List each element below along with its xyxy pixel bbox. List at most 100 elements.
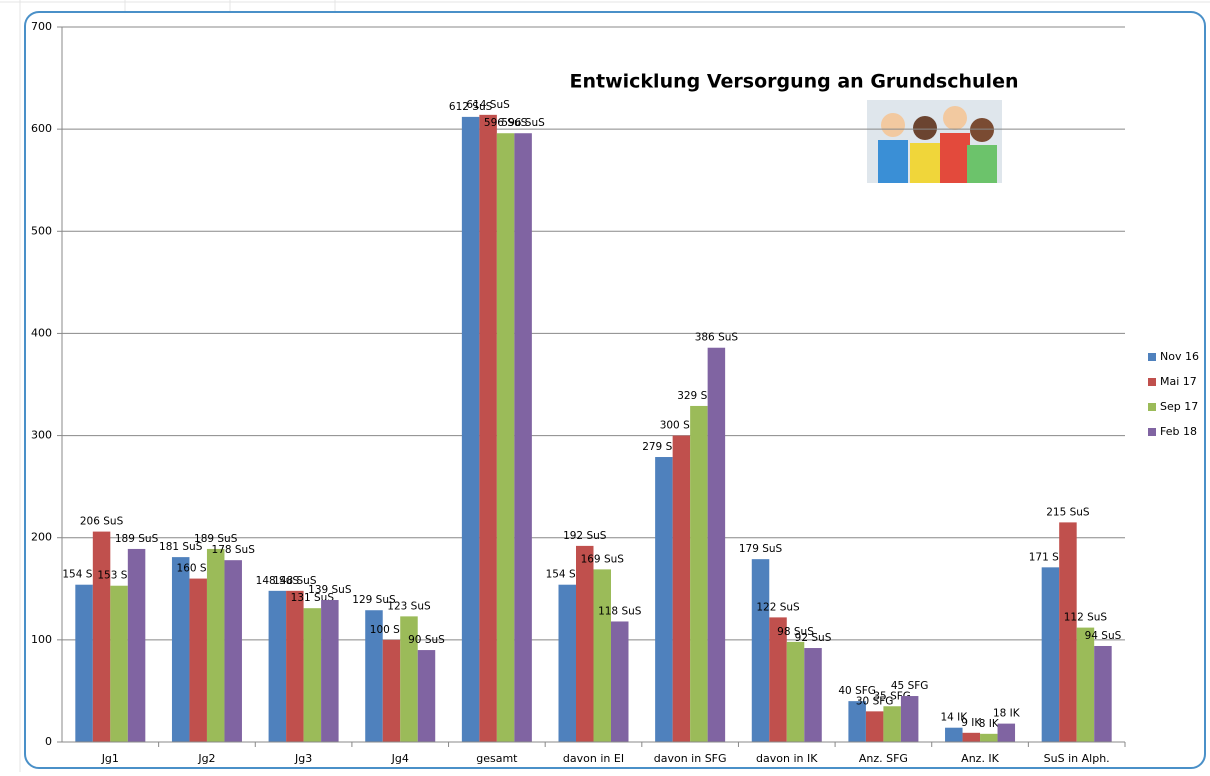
value-label: 112 SuS (1064, 612, 1108, 624)
value-label: 178 SuS (212, 544, 256, 556)
bar (514, 133, 532, 742)
x-tick-label: gesamt (476, 752, 518, 765)
x-tick-label: Jg2 (197, 752, 215, 765)
x-tick-label: SuS in Alph. (1044, 752, 1110, 765)
legend-label: Feb 18 (1160, 425, 1197, 438)
bar (127, 548, 146, 742)
bar (189, 578, 207, 742)
value-label: 98 SuS (777, 626, 814, 638)
x-tick-label: davon in SFG (654, 752, 727, 765)
bar (365, 610, 383, 742)
value-label: 118 SuS (598, 605, 642, 617)
bar (479, 114, 497, 743)
y-tick-label: 300 (31, 429, 52, 442)
value-label: 181 SuS (159, 541, 203, 553)
value-label: 612 SuS (449, 101, 493, 113)
bar (1076, 627, 1095, 742)
bar (769, 617, 787, 742)
bar (690, 405, 708, 742)
bar (303, 608, 322, 742)
value-label: 179 SuS (739, 543, 783, 555)
bar (576, 545, 594, 742)
value-label: 40 SFG (838, 685, 876, 697)
bar (1094, 645, 1112, 742)
bar (382, 639, 401, 742)
value-label: 215 SuS (1046, 506, 1090, 518)
legend-swatch (1148, 353, 1156, 361)
value-label: 596 SuS (501, 117, 545, 129)
bar (751, 559, 770, 742)
bar (206, 548, 225, 742)
value-label: 596 SuS (484, 117, 528, 129)
y-tick-label: 400 (31, 326, 52, 339)
legend-swatch (1148, 403, 1156, 411)
bar (417, 650, 436, 742)
value-label: 94 SuS (1085, 630, 1122, 642)
bar (865, 711, 884, 742)
bar (611, 621, 629, 742)
value-label: 30 SFG (856, 695, 894, 707)
bar (962, 732, 981, 742)
value-label: 129 SuS (352, 594, 396, 606)
y-tick-label: 200 (31, 531, 52, 544)
value-label: 148 SuS (273, 575, 317, 587)
y-tick-label: 100 (31, 633, 52, 646)
value-label: 8 IK (979, 718, 1000, 730)
bar (655, 457, 673, 742)
value-label: 123 SuS (387, 600, 431, 612)
value-label: 90 SuS (408, 634, 445, 646)
legend-label: Mai 17 (1160, 375, 1197, 388)
value-label: 189 SuS (115, 533, 159, 545)
value-label: 614 SuS (466, 99, 510, 111)
bar (496, 133, 515, 742)
x-tick-label: Anz. SFG (859, 752, 908, 765)
x-tick-label: davon in EI (563, 752, 624, 765)
bar (400, 616, 418, 742)
legend-label: Sep 17 (1160, 400, 1198, 413)
bar (945, 727, 963, 742)
bar (461, 116, 480, 742)
value-label: 189 SuS (194, 533, 238, 545)
value-label: 206 SuS (80, 516, 124, 528)
bar (707, 347, 726, 742)
bar (1041, 567, 1060, 742)
x-tick-label: davon in IK (756, 752, 818, 765)
y-tick-label: 500 (31, 224, 52, 237)
value-label: 169 SuS (581, 553, 625, 565)
value-label: 18 IK (993, 708, 1021, 720)
y-tick-label: 0 (45, 735, 52, 748)
bar (286, 590, 304, 742)
bar (997, 723, 1016, 742)
bar (980, 733, 998, 742)
legend-swatch (1148, 378, 1156, 386)
value-label: 45 SFG (891, 680, 929, 692)
bar (110, 585, 128, 742)
x-tick-label: Jg3 (294, 752, 312, 765)
bar (268, 590, 287, 742)
bar (558, 584, 576, 742)
value-label: 192 SuS (563, 530, 607, 542)
bar (593, 569, 611, 742)
bar (92, 531, 111, 742)
value-label: 9 IK (961, 717, 982, 729)
bar (75, 584, 93, 742)
legend-swatch (1148, 428, 1156, 436)
y-tick-label: 600 (31, 122, 52, 135)
value-label: 386 SuS (695, 332, 739, 344)
bar (321, 600, 339, 742)
bar (786, 641, 805, 742)
value-label: 14 IK (940, 712, 968, 724)
y-tick-label: 700 (31, 20, 52, 33)
x-tick-label: Jg4 (391, 752, 409, 765)
legend-label: Nov 16 (1160, 350, 1199, 363)
photo (867, 100, 1002, 183)
bar (883, 706, 901, 742)
bar (672, 435, 691, 742)
value-label: 148 SuS (256, 575, 300, 587)
bar (848, 701, 866, 742)
x-tick-label: Jg1 (101, 752, 119, 765)
bar (171, 557, 190, 742)
value-label: 92 SuS (795, 632, 832, 644)
